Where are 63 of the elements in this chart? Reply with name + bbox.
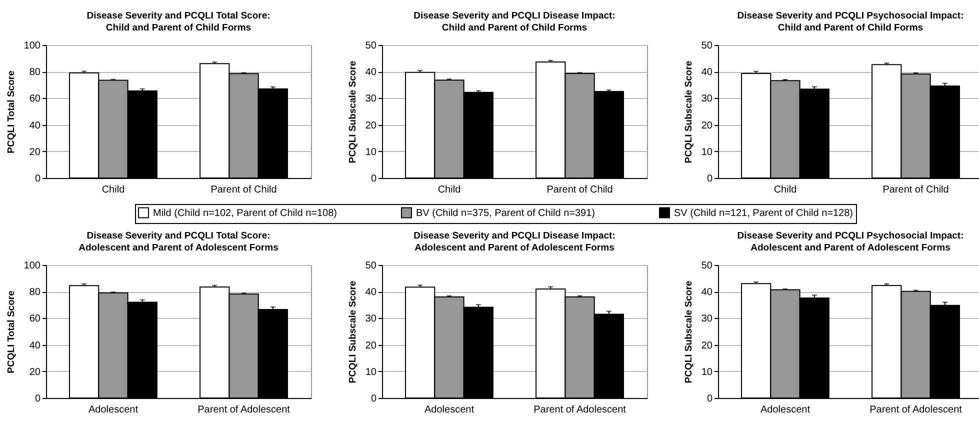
legend-label: BV (Child n=375, Parent of Child n=391) [416, 208, 595, 219]
y-tick-label: 20 [29, 146, 41, 158]
y-tick-label: 50 [701, 260, 713, 272]
y-tick-label: 20 [701, 120, 713, 132]
y-tick-label: 0 [706, 174, 713, 184]
x-tick-label: Parent of Adolescent [870, 404, 962, 416]
y-tick-label: 20 [365, 340, 377, 352]
y-axis-title: PCQLI Subscale Score [683, 60, 694, 164]
x-tick-label: Child [102, 184, 125, 196]
y-axis-title: PCQLI Total Score [6, 70, 17, 154]
y-tick-label: 40 [701, 67, 713, 78]
y-tick-label: 20 [365, 120, 377, 132]
y-axis-title: PCQLI Subscale Score [347, 280, 358, 384]
y-tick-label: 40 [29, 340, 41, 352]
y-tick-label: 60 [29, 94, 41, 105]
x-tick-label: Adolescent [760, 404, 810, 416]
y-axis-title: PCQLI Total Score [6, 290, 17, 374]
chart-title: Disease Severity and PCQLI Total Score: Child and Parent of Child Forms [86, 10, 270, 34]
chart-title: Disease Severity and PCQLI Psychosocial Impact: Adolescent and Parent of Adolescent Forms [737, 230, 964, 254]
chart-title: Disease Severity and PCQLI Total Score: Adolescent and Parent of Adolescent Forms [78, 230, 278, 254]
y-axis-title: PCQLI Subscale Score [683, 280, 694, 384]
y-tick-label: 100 [24, 40, 41, 52]
x-tick-label: Parent of Child [546, 184, 613, 196]
y-tick-label: 30 [365, 314, 377, 325]
y-tick-label: 0 [370, 174, 377, 184]
chart-title: Disease Severity and PCQLI Disease Impact: Adolescent and Parent of Adolescent Forms [414, 230, 616, 254]
y-tick-label: 40 [365, 287, 377, 298]
y-tick-label: 10 [701, 366, 713, 378]
chart-title: Disease Severity and PCQLI Psychosocial Impact: Child and Parent of Child Forms [737, 10, 964, 34]
x-tick-label: Child [774, 184, 797, 196]
y-tick-label: 100 [24, 260, 41, 272]
legend-label: Mild (Child n=102, Parent of Child n=108) [153, 208, 337, 219]
y-tick-label: 0 [706, 394, 713, 404]
y-tick-label: 30 [365, 94, 377, 105]
y-tick-label: 50 [701, 40, 713, 52]
chart-title: Disease Severity and PCQLI Disease Impact: Child and Parent of Child Forms [414, 10, 616, 34]
y-tick-label: 50 [365, 40, 377, 52]
y-tick-label: 10 [365, 146, 377, 158]
x-tick-label: Parent of Child [882, 184, 949, 196]
x-tick-label: Adolescent [88, 404, 138, 416]
y-tick-label: 10 [701, 146, 713, 158]
y-tick-label: 80 [29, 67, 41, 78]
x-tick-label: Parent of Child [210, 184, 277, 196]
x-tick-label: Child [438, 184, 461, 196]
x-tick-label: Parent of Adolescent [534, 404, 626, 416]
y-tick-label: 80 [29, 287, 41, 298]
y-tick-label: 30 [701, 314, 713, 325]
y-tick-label: 20 [701, 340, 713, 352]
y-tick-label: 0 [34, 174, 41, 184]
y-tick-label: 60 [29, 314, 41, 325]
x-tick-label: Adolescent [424, 404, 474, 416]
legend-label: SV (Child n=121, Parent of Child n=128) [674, 208, 853, 219]
y-tick-label: 10 [365, 366, 377, 378]
x-tick-label: Parent of Adolescent [198, 404, 290, 416]
y-tick-label: 40 [701, 287, 713, 298]
y-tick-label: 0 [370, 394, 377, 404]
y-tick-label: 30 [701, 94, 713, 105]
y-tick-label: 40 [365, 67, 377, 78]
y-tick-label: 50 [365, 260, 377, 272]
y-tick-label: 20 [29, 366, 41, 378]
y-tick-label: 0 [34, 394, 41, 404]
y-tick-label: 40 [29, 120, 41, 132]
y-axis-title: PCQLI Subscale Score [347, 60, 358, 164]
